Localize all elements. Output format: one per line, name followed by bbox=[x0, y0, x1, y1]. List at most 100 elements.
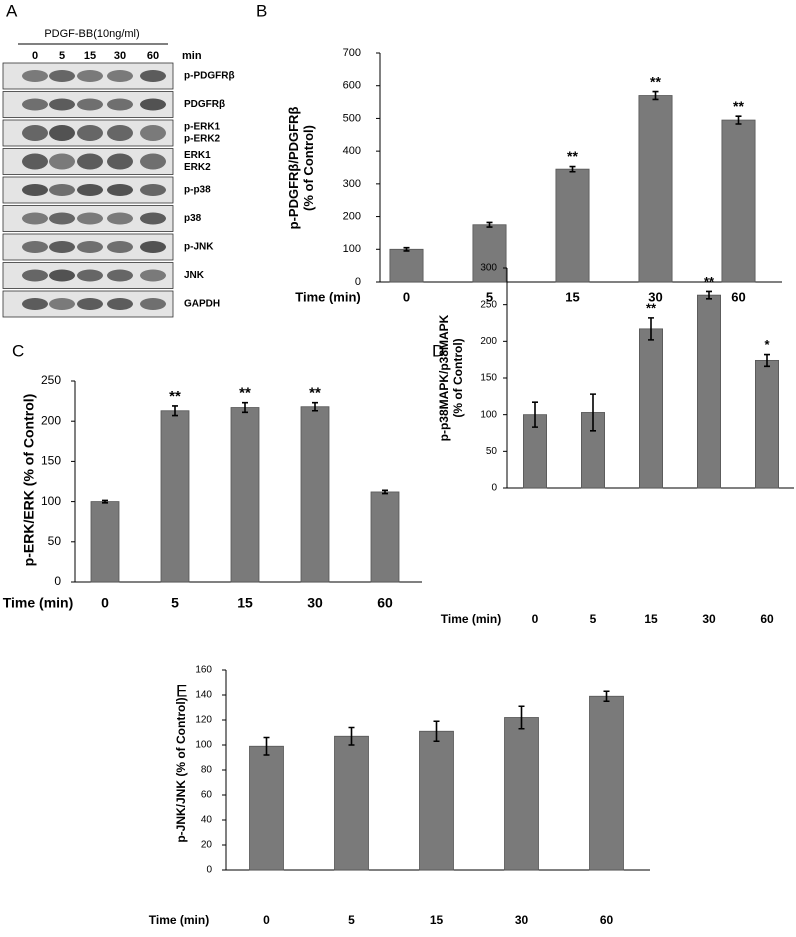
bar bbox=[160, 410, 190, 583]
x-tick-label: 30 bbox=[648, 289, 662, 304]
y-axis-title: p-p38MAPK/p38MAPK (% of Control) bbox=[437, 314, 465, 441]
blot-band bbox=[140, 98, 166, 111]
y-tick-label: 0 bbox=[206, 865, 212, 876]
y-tick-label: 50 bbox=[486, 446, 498, 457]
error-bar bbox=[382, 489, 388, 495]
bar bbox=[755, 359, 780, 489]
bar bbox=[504, 717, 539, 871]
x-tick-label: 15 bbox=[565, 289, 579, 304]
blot-band bbox=[107, 241, 133, 253]
x-tick-label: 0 bbox=[403, 289, 410, 304]
blot-band bbox=[22, 241, 48, 253]
blot-band bbox=[77, 269, 103, 282]
y-tick-label: 200 bbox=[41, 413, 61, 427]
panel-label: C bbox=[12, 341, 24, 360]
error-bar bbox=[403, 246, 410, 252]
y-axis-title-line: p-p38MAPK/p38MAPK bbox=[437, 314, 451, 441]
blot-band bbox=[107, 212, 133, 225]
y-tick-label: 200 bbox=[343, 210, 361, 222]
error-bar bbox=[486, 221, 493, 228]
x-tick-label: 30 bbox=[307, 595, 323, 611]
error-bar bbox=[652, 90, 659, 101]
error-bar bbox=[735, 115, 742, 125]
error-bar bbox=[648, 317, 654, 341]
lane-label: 60 bbox=[147, 50, 159, 62]
row-label: p38 bbox=[184, 213, 202, 224]
blot-band bbox=[49, 298, 75, 310]
blot-band bbox=[49, 184, 75, 196]
x-tick-label: 0 bbox=[101, 595, 109, 611]
significance: ** bbox=[567, 148, 578, 164]
blot-band bbox=[22, 98, 48, 111]
blot-band bbox=[77, 70, 103, 82]
x-axis-title: Time (min) bbox=[441, 612, 501, 626]
x-tick-label: 5 bbox=[486, 289, 493, 304]
y-tick-label: 100 bbox=[480, 409, 497, 420]
y-tick-label: 100 bbox=[343, 243, 361, 255]
blot-band bbox=[107, 125, 133, 141]
x-axis-title: Time (min) bbox=[3, 595, 74, 611]
blot-band bbox=[22, 212, 48, 225]
blot-band bbox=[77, 153, 103, 170]
y-tick-label: 0 bbox=[355, 276, 361, 288]
significance: ** bbox=[704, 274, 715, 289]
blot-band bbox=[77, 241, 103, 253]
error-bar bbox=[603, 690, 610, 703]
y-tick-label: 20 bbox=[201, 840, 213, 851]
y-tick-label: 150 bbox=[41, 454, 61, 468]
row-label: p-JNK bbox=[184, 242, 214, 253]
bar bbox=[334, 735, 369, 871]
blot-band bbox=[107, 98, 133, 111]
y-tick-label: 150 bbox=[480, 373, 497, 384]
error-bar bbox=[348, 726, 355, 746]
blot-band bbox=[77, 98, 103, 111]
x-tick-label: 5 bbox=[348, 913, 355, 927]
bar bbox=[249, 745, 284, 871]
significance: ** bbox=[650, 73, 661, 89]
y-tick-label: 400 bbox=[343, 145, 361, 157]
significance: * bbox=[764, 337, 770, 352]
blot-band bbox=[140, 269, 166, 282]
y-tick-label: 700 bbox=[343, 47, 361, 59]
y-tick-label: 50 bbox=[48, 534, 62, 548]
lane-label: 0 bbox=[32, 50, 38, 62]
y-tick-label: 500 bbox=[343, 112, 361, 124]
panel-label: B bbox=[256, 1, 267, 20]
significance: ** bbox=[309, 385, 321, 402]
y-axis-title: p-JNK/JNK (% of Control) bbox=[174, 697, 188, 842]
blot-band bbox=[107, 298, 133, 310]
error-bar bbox=[518, 705, 525, 730]
lane-label: 5 bbox=[59, 50, 65, 62]
y-tick-label: 600 bbox=[343, 80, 361, 92]
x-axis-title: Time (min) bbox=[149, 913, 209, 927]
y-axis-title-line: (% of Control) bbox=[301, 125, 316, 211]
bar bbox=[472, 224, 507, 283]
y-tick-label: 60 bbox=[201, 790, 213, 801]
error-bar bbox=[532, 401, 538, 428]
blot-band bbox=[77, 125, 103, 141]
row-label: GAPDH bbox=[184, 299, 220, 310]
x-tick-label: 30 bbox=[702, 612, 716, 626]
y-tick-label: 140 bbox=[195, 690, 212, 701]
y-tick-label: 200 bbox=[480, 336, 497, 347]
x-tick-label: 5 bbox=[590, 612, 597, 626]
blot-band bbox=[107, 70, 133, 82]
panel-label: D bbox=[432, 341, 444, 360]
blot-band bbox=[107, 184, 133, 196]
y-tick-label: 300 bbox=[343, 178, 361, 190]
blot-band bbox=[77, 212, 103, 225]
y-tick-label: 100 bbox=[195, 740, 212, 751]
error-bar bbox=[764, 353, 770, 368]
y-tick-label: 80 bbox=[201, 765, 213, 776]
blot-band bbox=[22, 70, 48, 82]
row-label: p-PDGFRβ bbox=[184, 71, 235, 82]
bar bbox=[419, 730, 454, 871]
blot-band bbox=[140, 298, 166, 310]
x-axis-title: Time (min) bbox=[295, 289, 361, 304]
blot-band bbox=[77, 298, 103, 310]
bar bbox=[555, 168, 590, 283]
y-tick-label: 0 bbox=[491, 483, 497, 494]
y-axis-title-line: (% of Control) bbox=[451, 338, 465, 417]
blot-band bbox=[140, 241, 166, 253]
